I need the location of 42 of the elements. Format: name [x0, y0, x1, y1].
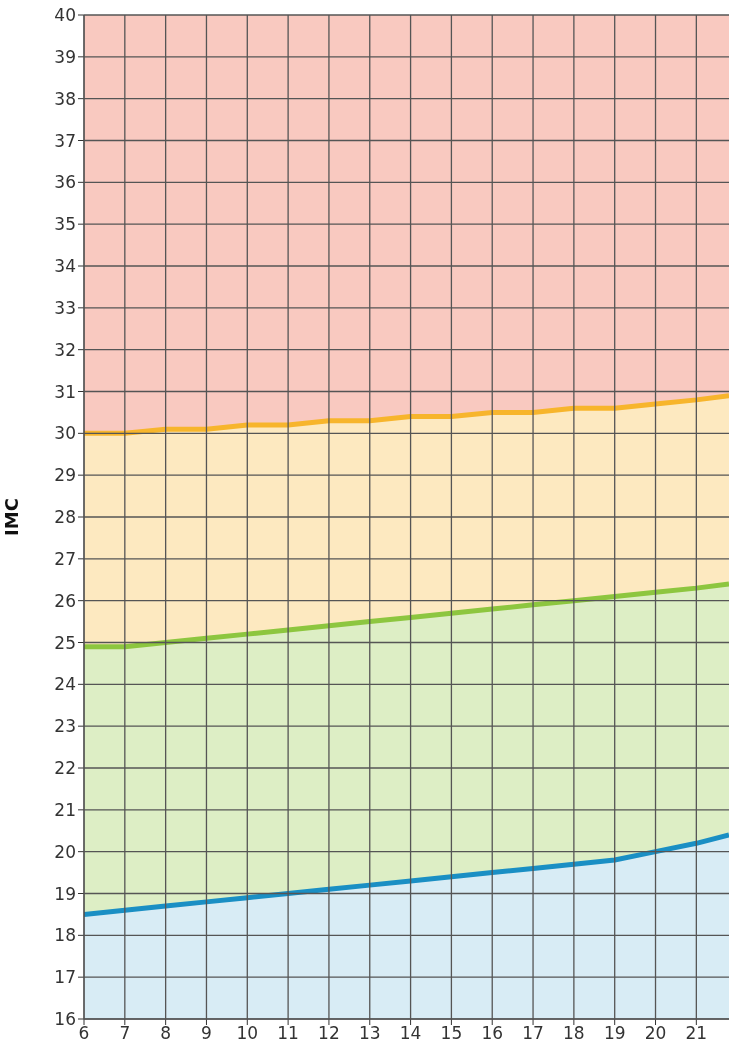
- y-tick-label: 34: [54, 256, 76, 277]
- y-tick-label: 30: [54, 423, 76, 444]
- y-tick-label: 38: [54, 88, 76, 109]
- y-axis-title: IMC: [1, 498, 23, 536]
- y-tick-label: 32: [54, 339, 76, 360]
- x-tick-label: 17: [522, 1023, 544, 1044]
- y-tick-label: 18: [54, 925, 76, 946]
- y-tick-label: 31: [54, 381, 76, 402]
- x-tick-label: 14: [399, 1023, 422, 1044]
- x-tick-label: 9: [201, 1023, 212, 1044]
- y-tick-label: 35: [54, 214, 76, 235]
- y-tick-label: 24: [54, 674, 76, 695]
- y-tick-label: 20: [54, 841, 76, 862]
- x-tick-label: 11: [277, 1023, 299, 1044]
- x-tick-label: 15: [440, 1023, 463, 1044]
- x-tick-label: 10: [236, 1023, 259, 1044]
- y-tick-label: 25: [54, 632, 76, 653]
- y-tick-label: 26: [54, 590, 76, 611]
- x-tick-label: 19: [603, 1023, 626, 1044]
- y-tick-label: 16: [54, 1009, 76, 1030]
- x-tick-label: 6: [78, 1023, 90, 1044]
- y-tick-label: 27: [54, 548, 76, 569]
- y-tick-label: 19: [54, 883, 76, 904]
- y-tick-label: 29: [54, 465, 76, 486]
- y-tick-label: 21: [54, 799, 76, 820]
- x-tick-label: 20: [644, 1023, 667, 1044]
- x-tick-label: 7: [119, 1023, 131, 1044]
- x-tick-label: 8: [160, 1023, 172, 1044]
- y-tick-label: 36: [54, 172, 76, 193]
- y-tick-label: 22: [54, 758, 76, 779]
- y-tick-label: 33: [54, 297, 76, 318]
- y-tick-label: 23: [54, 716, 76, 737]
- y-tick-label: 28: [54, 507, 76, 528]
- y-tick-label: 37: [54, 130, 76, 151]
- x-tick-label: 21: [685, 1023, 708, 1044]
- y-tick-label: 17: [54, 967, 76, 988]
- x-tick-label: 16: [481, 1023, 504, 1044]
- x-tick-label: 13: [358, 1023, 381, 1044]
- x-tick-label: 18: [563, 1023, 585, 1044]
- x-tick-label: 12: [318, 1023, 340, 1044]
- y-tick-label: 39: [54, 46, 76, 67]
- y-tick-label: 40: [54, 5, 76, 26]
